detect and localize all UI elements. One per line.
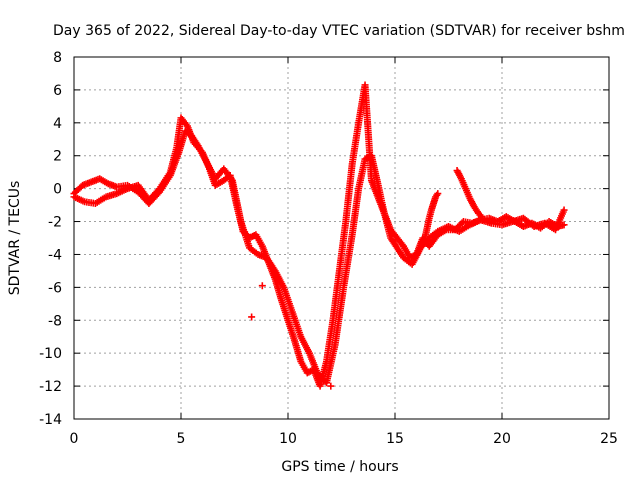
- x-tick-label: 15: [386, 431, 404, 447]
- y-tick-label: 0: [53, 182, 62, 198]
- y-tick-label: 4: [53, 116, 62, 132]
- data-point: [479, 214, 487, 222]
- y-tick-label: 8: [53, 50, 62, 66]
- y-tick-label: -2: [48, 215, 62, 231]
- data-point: [258, 282, 266, 290]
- x-tick-label: 25: [600, 431, 618, 447]
- data-point: [248, 313, 256, 321]
- y-tick-label: -6: [48, 280, 62, 296]
- series-track-main: [70, 81, 568, 390]
- data-point: [243, 231, 251, 239]
- plot-frame: [73, 56, 610, 420]
- y-tick-label: -4: [48, 247, 62, 263]
- x-axis-label: GPS time / hours: [281, 459, 398, 475]
- y-tick-label: -8: [48, 313, 62, 329]
- y-tick-label: 6: [53, 83, 62, 99]
- y-tick-label: 2: [53, 149, 62, 165]
- data-point: [327, 382, 335, 390]
- data-point: [434, 190, 442, 198]
- x-tick-label: 5: [177, 431, 186, 447]
- series-late-arc: [453, 167, 487, 222]
- y-tick-label: -10: [39, 346, 62, 362]
- y-axis-label: SDTVAR / TECUs: [7, 181, 23, 296]
- y-tick-label: -12: [39, 379, 62, 395]
- x-tick-label: 0: [70, 431, 79, 447]
- data-point: [560, 221, 568, 229]
- chart-title: Day 365 of 2022, Sidereal Day-to-day VTE…: [53, 23, 625, 39]
- data-point: [560, 206, 568, 214]
- series-spike-16-5: [421, 190, 442, 242]
- series-isolated-points: [243, 231, 335, 390]
- axis-ticks: 0 5 10 15 20 25 -14 -12 -10 -8 -6 -4 -2 0 2 4 6 8: [39, 50, 618, 447]
- x-tick-label: 10: [279, 431, 297, 447]
- y-tick-label: -14: [39, 412, 62, 428]
- data-marks: [70, 81, 568, 390]
- series-track-secondary: [70, 127, 568, 387]
- x-tick-label: 20: [493, 431, 511, 447]
